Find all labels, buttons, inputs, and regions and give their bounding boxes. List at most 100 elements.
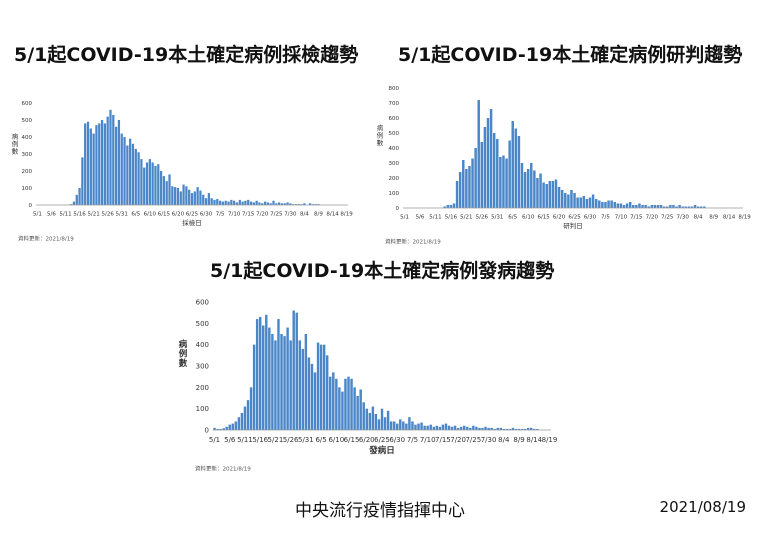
- bar: [530, 163, 533, 208]
- source-note: 資料更新：2021/8/19: [385, 238, 441, 246]
- bar: [520, 428, 524, 430]
- chart-title-onset: 5/1起COVID-19本土確定病例發病趨勢: [210, 260, 555, 282]
- y-tick-label: 0: [205, 426, 209, 434]
- bar: [687, 206, 691, 208]
- bar: [70, 204, 73, 205]
- x-tick-label: 5/6: [224, 436, 236, 444]
- bar: [109, 109, 112, 205]
- bar: [622, 205, 626, 208]
- bar: [490, 427, 493, 430]
- bar: [356, 395, 359, 430]
- bar: [508, 428, 512, 430]
- bar: [196, 187, 199, 205]
- bar: [162, 176, 166, 205]
- x-tick-label: 7/25: [270, 212, 283, 218]
- bar: [120, 133, 123, 205]
- x-tick-label: 8/4: [300, 212, 309, 218]
- bar: [117, 120, 121, 205]
- bar: [244, 200, 247, 205]
- bar: [471, 158, 474, 208]
- footer-date: 2021/08/19: [659, 498, 746, 516]
- bar: [570, 190, 573, 208]
- bar: [249, 201, 253, 205]
- bar: [207, 193, 210, 205]
- bar: [252, 344, 256, 430]
- bar: [638, 203, 641, 208]
- x-tick-label: 7/5: [216, 212, 225, 218]
- bar: [514, 428, 518, 430]
- y-tick-label: 600: [196, 298, 209, 306]
- bar: [319, 344, 323, 430]
- bar: [193, 191, 196, 205]
- bar: [669, 205, 672, 208]
- bar: [219, 428, 222, 430]
- x-tick-label: 6/30: [389, 436, 405, 444]
- bar: [335, 378, 338, 430]
- y-tick-label: 100: [22, 186, 33, 192]
- bar: [350, 378, 353, 430]
- bar: [441, 424, 445, 430]
- bar: [123, 137, 126, 205]
- bar: [472, 425, 475, 430]
- bar: [84, 123, 87, 205]
- x-tick-label: 7/25: [465, 436, 481, 444]
- bar: [539, 173, 542, 208]
- x-tick-label: 5/21: [460, 215, 472, 221]
- bar: [703, 206, 706, 208]
- bar: [459, 426, 463, 430]
- bar: [246, 400, 250, 430]
- bar: [221, 201, 225, 205]
- bar: [289, 340, 292, 430]
- bar: [199, 190, 202, 205]
- bar: [573, 193, 576, 208]
- chart-title-sampling: 5/1起COVID-19本土確定病例採檢趨勢: [14, 44, 359, 66]
- y-tick-label: 0: [29, 203, 33, 209]
- bar: [628, 202, 632, 208]
- y-tick-label: 500: [22, 118, 33, 124]
- bar: [218, 200, 222, 205]
- bar: [283, 336, 286, 430]
- bar: [693, 205, 697, 208]
- bar: [508, 140, 511, 208]
- bar: [95, 125, 98, 205]
- bar: [426, 425, 429, 430]
- x-tick-label: 8/19: [738, 215, 751, 221]
- bar: [235, 202, 239, 205]
- bar: [466, 426, 469, 430]
- bar: [487, 427, 490, 430]
- bar: [438, 426, 442, 430]
- bar: [523, 172, 527, 208]
- x-tick-label: 5/16: [445, 215, 458, 221]
- sampling-trend-chart: 0 100 200 300 400 500 600 5/1 5/6 5/11 5/16 5/21 5/2…: [12, 101, 354, 243]
- x-tick-label: 6/25: [374, 436, 390, 444]
- bar: [405, 423, 408, 430]
- x-tick-label: 5/1: [33, 212, 42, 218]
- bar: [263, 201, 267, 205]
- bar: [269, 203, 272, 205]
- bar: [224, 200, 227, 205]
- x-tick-label: 7/20: [256, 212, 269, 218]
- bar: [468, 166, 471, 208]
- y-axis-label: 病例數: [377, 123, 384, 147]
- bar: [304, 334, 308, 430]
- bar: [286, 202, 289, 205]
- x-tick-label: 5/11: [237, 436, 253, 444]
- bar: [298, 340, 302, 430]
- bar: [462, 160, 465, 208]
- x-tick-label: 6/20: [359, 436, 375, 444]
- bar: [477, 100, 480, 208]
- bar: [280, 203, 284, 205]
- bar: [307, 357, 311, 430]
- x-tick-label: 7/30: [677, 215, 690, 221]
- bar: [557, 187, 561, 208]
- source-note: 資料更新：2021/8/19: [195, 465, 251, 473]
- bar: [389, 421, 393, 430]
- x-tick-label: 7/30: [481, 436, 497, 444]
- bar: [268, 327, 271, 430]
- bar: [134, 148, 137, 205]
- bar: [696, 206, 700, 208]
- y-axis-label: 病例數: [179, 339, 188, 369]
- bar: [435, 425, 439, 430]
- x-axis-label: 研判日: [563, 221, 583, 230]
- x-tick-label: 5/16: [252, 436, 268, 444]
